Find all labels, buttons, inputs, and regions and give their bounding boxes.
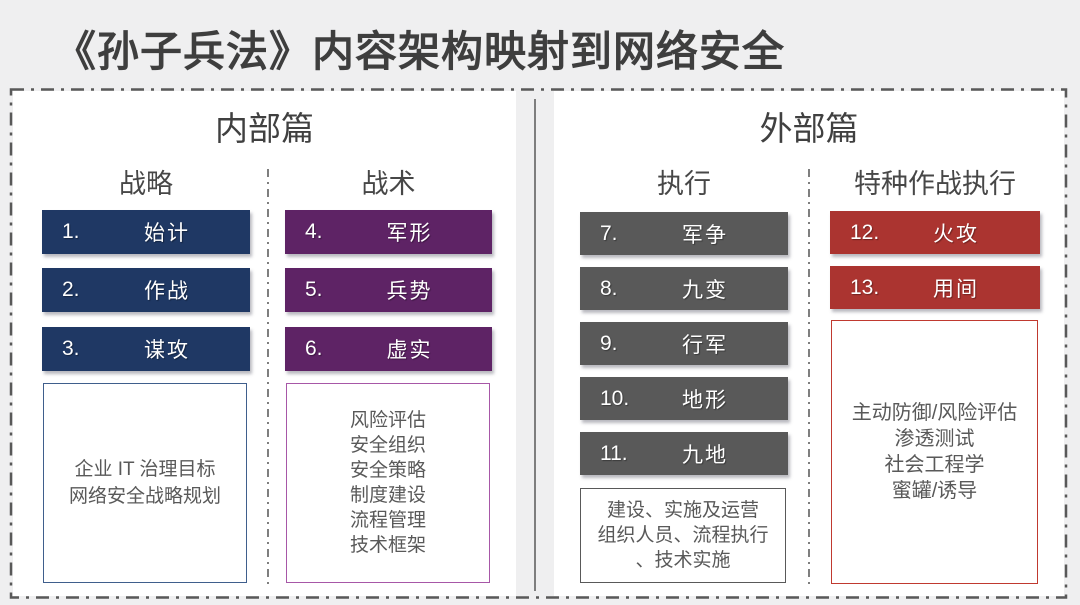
mapping-line: 制度建设	[349, 485, 426, 506]
chapter-name: 虚实	[386, 339, 433, 362]
column-header-special-ops: 特种作战执行	[854, 169, 1016, 199]
chapter-name: 始计	[144, 222, 190, 245]
section-header-internal: 内部篇	[215, 110, 314, 147]
mapping-box-tactics: 风险评估 安全组织 安全策略 制度建设 流程管理 技术框架	[286, 383, 490, 583]
mapping-line: 网络安全战略规划	[68, 486, 221, 507]
chapter-number: 4.	[305, 220, 323, 243]
chapter-number: 8.	[600, 276, 618, 300]
chapter-box-5: 5. 兵势	[285, 268, 492, 312]
mapping-box-strategy: 企业 IT 治理目标 网络安全战略规划	[43, 383, 247, 583]
chapter-number: 13.	[850, 275, 880, 299]
chapter-name: 行军	[682, 333, 728, 357]
mapping-line: 主动防御/风险评估	[851, 402, 1018, 424]
column-header-execution: 执行	[657, 169, 711, 199]
chapter-number: 1.	[62, 220, 80, 243]
mapping-line: 组织人员、流程执行	[597, 525, 769, 546]
mapping-line: 流程管理	[349, 510, 426, 531]
chapter-number: 2.	[62, 278, 80, 301]
mapping-line: 蜜罐/诱导	[891, 480, 978, 502]
column-header-strategy: 战略	[119, 169, 173, 199]
chapter-box-4: 4. 军形	[285, 210, 492, 254]
chapter-box-7: 7. 军争	[580, 212, 788, 255]
mapping-line: 安全组织	[349, 435, 426, 456]
chapter-name: 军形	[386, 222, 433, 245]
mapping-line: 企业 IT 治理目标	[74, 459, 216, 480]
mapping-line: 渗透测试	[894, 428, 975, 450]
chapter-name: 九变	[682, 278, 728, 302]
page-title: 《孙子兵法》内容架构映射到网络安全	[54, 28, 786, 75]
chapter-name: 作战	[144, 280, 190, 303]
mapping-line: 社会工程学	[884, 454, 985, 476]
chapter-box-13: 13. 用间	[830, 266, 1040, 309]
chapter-name: 地形	[682, 388, 728, 412]
chapter-number: 3.	[62, 337, 80, 360]
chapter-box-6: 6. 虚实	[285, 327, 492, 371]
chapter-number: 12.	[850, 220, 880, 244]
chapter-name: 用间	[933, 277, 979, 301]
chapter-box-1: 1. 始计	[42, 210, 250, 254]
mapping-line: 、技术实施	[635, 550, 731, 571]
chapter-box-8: 8. 九变	[580, 267, 788, 310]
chapter-number: 10.	[600, 386, 630, 410]
mapping-box-special-ops: 主动防御/风险评估 渗透测试 社会工程学 蜜罐/诱导	[831, 320, 1038, 584]
mapping-line: 安全策略	[349, 460, 426, 481]
chapter-box-11: 11. 九地	[580, 432, 788, 475]
chapter-box-12: 12. 火攻	[830, 211, 1040, 254]
mapping-line: 技术框架	[349, 535, 426, 556]
chapter-number: 6.	[305, 337, 323, 360]
mapping-line: 风险评估	[349, 410, 426, 431]
chapter-name: 火攻	[933, 222, 979, 246]
chapter-number: 11.	[600, 441, 628, 465]
mapping-box-execution: 建设、实施及运营 组织人员、流程执行 、技术实施	[580, 488, 786, 583]
column-header-tactics: 战术	[361, 169, 416, 199]
chapter-number: 5.	[305, 278, 323, 301]
chapter-box-9: 9. 行军	[580, 322, 788, 365]
chapter-box-3: 3. 谋攻	[42, 327, 250, 371]
mapping-line: 建设、实施及运营	[606, 500, 759, 521]
chapter-number: 9.	[600, 331, 618, 355]
chapter-name: 军争	[682, 223, 728, 247]
chapter-box-10: 10. 地形	[580, 377, 788, 420]
chapter-number: 7.	[600, 221, 618, 245]
chapter-name: 谋攻	[144, 339, 190, 362]
section-header-external: 外部篇	[759, 110, 859, 147]
chapter-name: 九地	[682, 443, 728, 467]
chapter-name: 兵势	[386, 280, 433, 303]
chapter-box-2: 2. 作战	[42, 268, 250, 312]
